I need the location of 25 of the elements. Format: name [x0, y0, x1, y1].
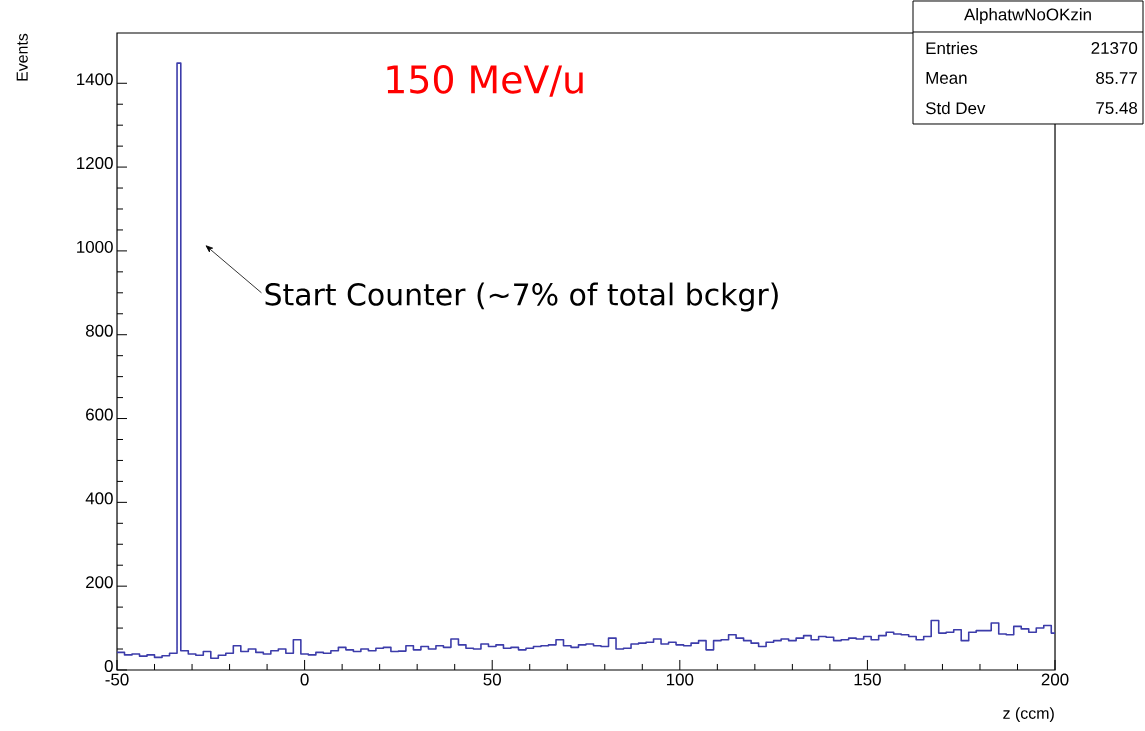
y-tick-label: 0: [104, 659, 113, 672]
y-tick-label: 200: [86, 576, 113, 589]
text: 85.77: [1096, 71, 1137, 84]
x-tick-label: 50: [483, 673, 501, 686]
y-tick-label: 600: [86, 408, 113, 421]
x-tick-label: 150: [854, 673, 881, 686]
annotation: Entries: [926, 41, 978, 55]
y-tick-label: 1000: [77, 240, 113, 253]
x-tick-label: -50: [105, 673, 129, 686]
text: 75.48: [1096, 101, 1138, 114]
text: 21370: [1091, 41, 1138, 54]
x-axis-title: z (ccm): [1003, 707, 1054, 723]
annotation: Mean: [926, 72, 967, 84]
x-tick-label: 100: [666, 673, 694, 686]
text: AlphatwNoOKzin: [964, 8, 1091, 24]
y-tick-label: 400: [85, 492, 113, 505]
annotation: Start Counter (~7% of total bckgr): [265, 282, 778, 312]
y-tick-label: 800: [85, 324, 113, 337]
y-tick-label: 1400: [77, 73, 113, 86]
annotation: Std Dev: [925, 101, 986, 115]
annotation: 150 MeV/u: [387, 65, 583, 97]
y-axis-title: Events: [16, 33, 28, 81]
x-tick-label: 0: [300, 673, 309, 686]
x-tick-label: 200: [1041, 673, 1069, 686]
y-tick-label: 1200: [77, 157, 113, 170]
